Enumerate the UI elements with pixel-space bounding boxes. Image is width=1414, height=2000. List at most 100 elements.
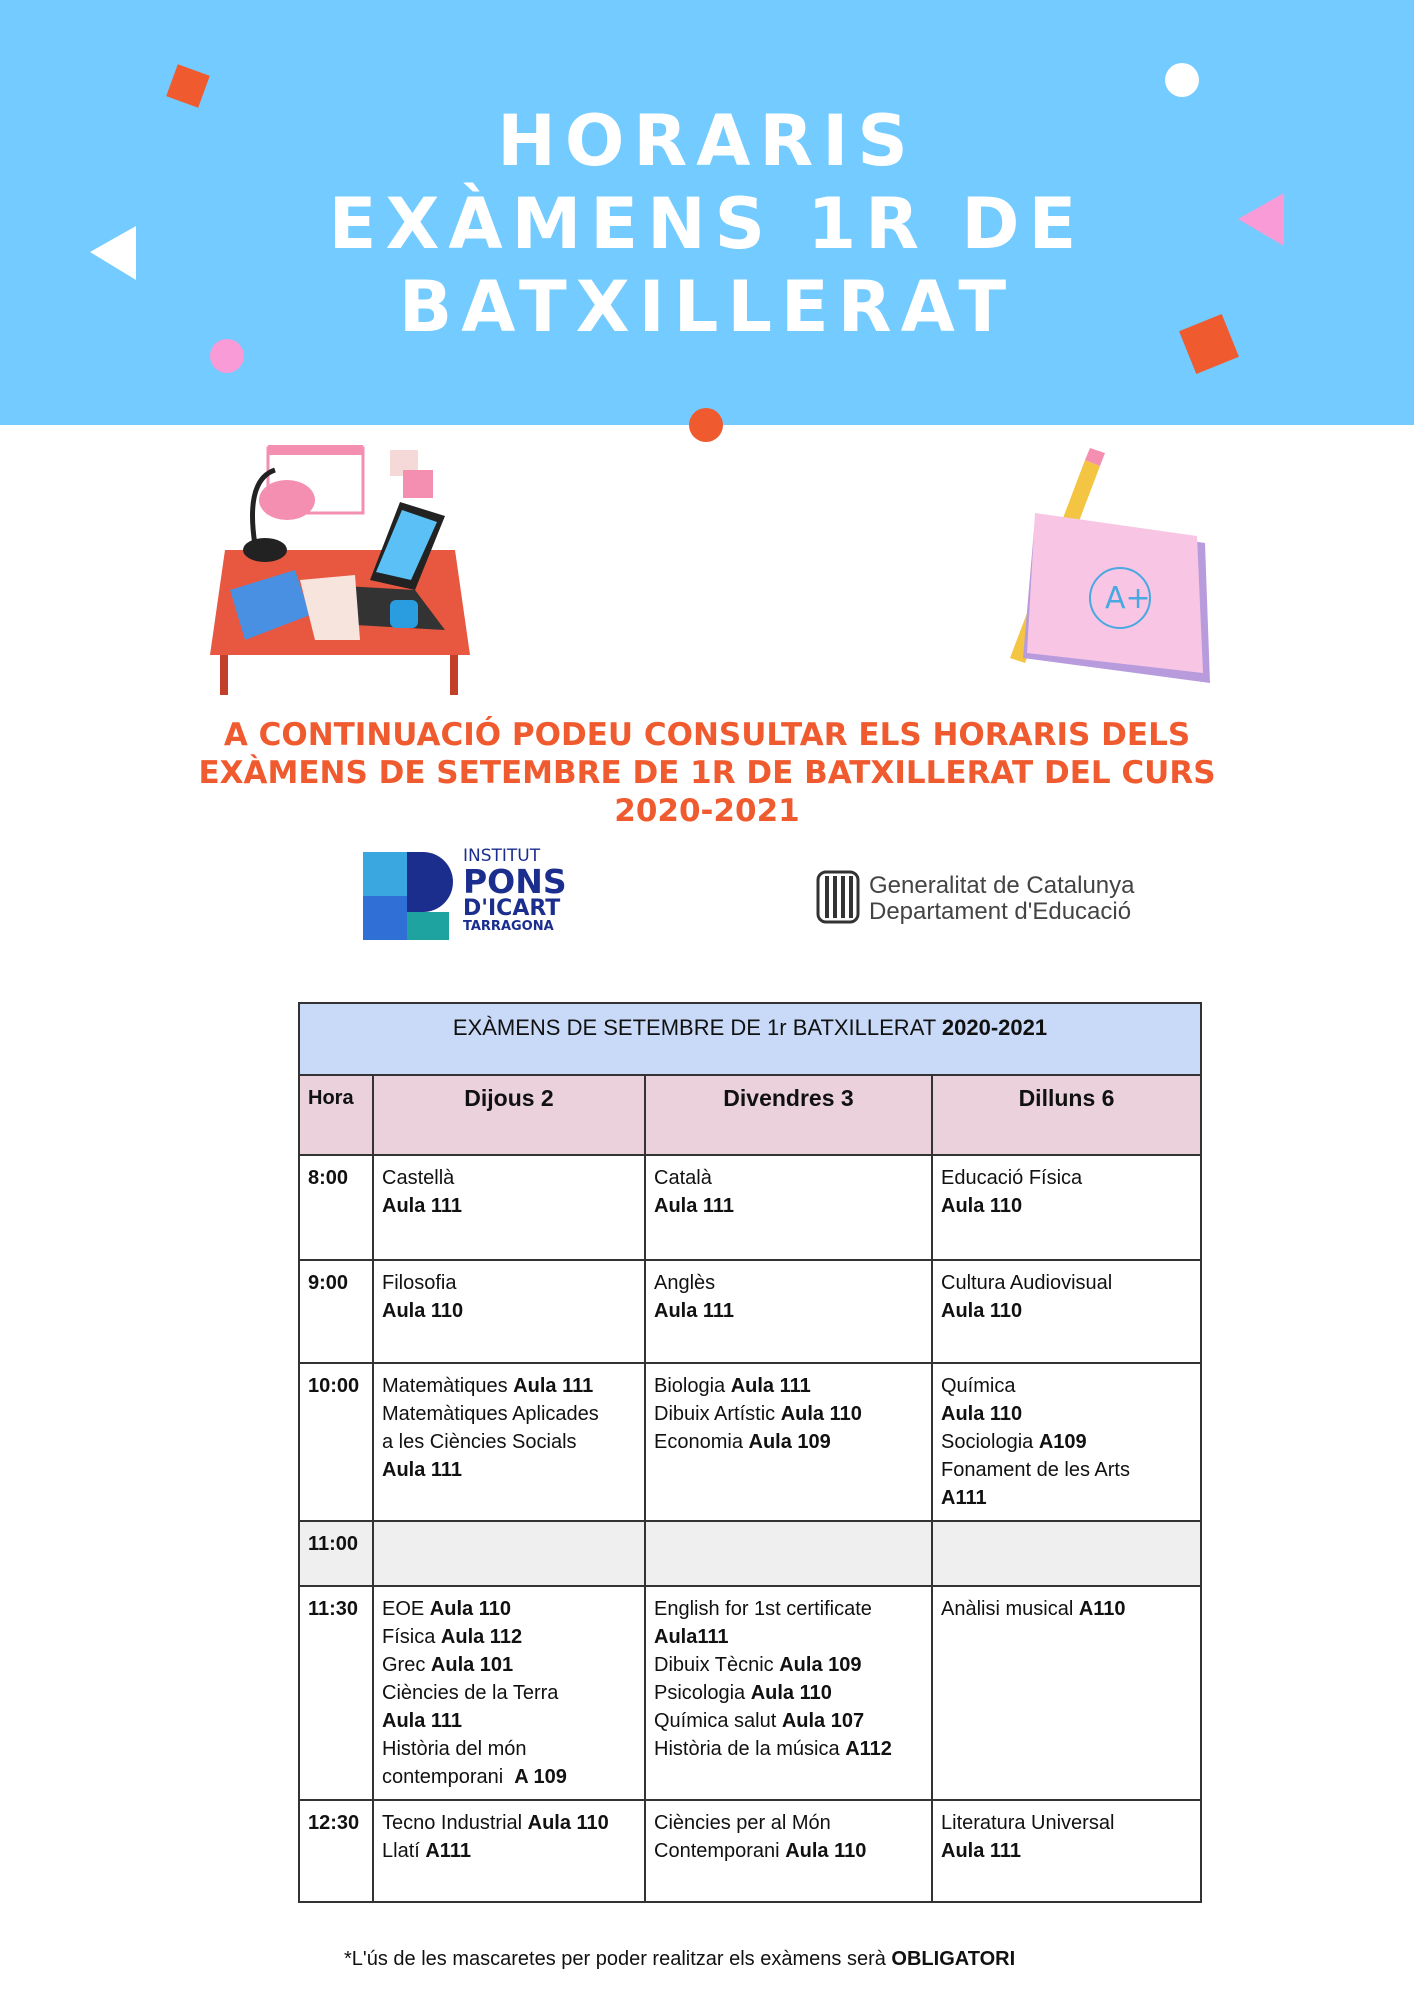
pink-circle-shape <box>210 339 244 373</box>
logo-text: D'ICART <box>463 896 561 921</box>
time-cell: 11:00 <box>298 1520 374 1587</box>
intro-line: A CONTINUACIÓ PODEU CONSULTAR ELS HORARI… <box>223 717 1191 753</box>
exam-line: Psicologia Aula 110 <box>654 1679 923 1707</box>
exam-line: English for 1st certificate <box>654 1595 923 1623</box>
subject-label: Història del món <box>382 1738 527 1760</box>
time-cell: 11:30 <box>298 1585 374 1801</box>
exam-line: Matemàtiques Aula 111 <box>382 1372 636 1400</box>
logo-text: Generalitat de Catalunya <box>869 872 1135 899</box>
room-label: Aula 111 <box>654 1195 735 1217</box>
room-label: Aula 110 <box>429 1598 511 1620</box>
table-row: 10:00 Matemàtiques Aula 111 Matemàtiques A… <box>298 1362 1202 1522</box>
room-label: Aula 111 <box>730 1375 811 1397</box>
subject-label: Dibuix Artístic <box>654 1403 781 1425</box>
table-row: 12:30 Tecno Industrial Aula 110 Llatí A111… <box>298 1799 1202 1903</box>
intro-text: A CONTINUACIÓ PODEU CONSULTAR ELS HORARI… <box>150 716 1264 830</box>
exam-line: Biologia Aula 111 <box>654 1372 923 1400</box>
subject-label: Història de la música <box>654 1738 846 1760</box>
subject-label: contemporani <box>382 1766 515 1788</box>
table-row: 11:00 <box>298 1520 1202 1587</box>
table-caption-row: EXÀMENS DE SETEMBRE DE 1r BATXILLERAT 20… <box>298 1002 1202 1076</box>
exam-line: Educació Física <box>941 1164 1192 1192</box>
exam-cell: Educació Física Aula 110 <box>931 1154 1202 1261</box>
exam-line: Química salut Aula 107 <box>654 1707 923 1735</box>
day-header: Divendres 3 <box>644 1074 933 1156</box>
subject-label: Grec <box>382 1654 431 1676</box>
room-label: Aula 110 <box>941 1195 1023 1217</box>
table-row: 8:00 Castellà Aula 111 Català Aula 111 Educac… <box>298 1154 1202 1261</box>
exam-line: Filosofia <box>382 1269 636 1297</box>
subject-label: Matemàtiques <box>382 1375 514 1397</box>
room-label: Aula 110 <box>941 1403 1023 1425</box>
exam-cell: EOE Aula 110 Física Aula 112 Grec Aula 101… <box>372 1585 646 1801</box>
exam-cell: English for 1st certificate Aula111 Dibuix… <box>644 1585 933 1801</box>
orange-square-shape <box>1179 314 1239 374</box>
exam-line: Català <box>654 1164 923 1192</box>
logo-text: INSTITUT <box>463 846 541 866</box>
grade-mark: A+ <box>1105 581 1151 616</box>
exam-cell <box>931 1520 1202 1587</box>
exam-line: Aula 111 <box>382 1192 636 1220</box>
room-label: Aula 112 <box>440 1626 523 1648</box>
footer-bold: OBLIGATORI <box>891 1948 1016 1970</box>
logo-text: TARRAGONA <box>463 919 554 934</box>
room-label: A109 <box>1038 1431 1087 1453</box>
subject-label: a les Ciències Socials <box>382 1431 577 1453</box>
room-label: Aula 111 <box>382 1710 463 1732</box>
time-cell: 9:00 <box>298 1259 374 1364</box>
exam-cell: Tecno Industrial Aula 110 Llatí A111 <box>372 1799 646 1903</box>
room-label: Aula 111 <box>513 1375 594 1397</box>
room-label: A111 <box>425 1840 471 1862</box>
exam-line: contemporani A 109 <box>382 1763 636 1791</box>
exam-line: Història de la música A112 <box>654 1735 923 1763</box>
subject-label: Cultura Audiovisual <box>941 1272 1113 1294</box>
room-label: Aula 111 <box>654 1300 735 1322</box>
room-label: A111 <box>941 1487 987 1509</box>
exam-line: Aula 110 <box>941 1400 1192 1428</box>
subject-label: Química salut <box>654 1710 782 1732</box>
subject-label: Matemàtiques Aplicades <box>382 1403 599 1425</box>
subject-label: Sociologia <box>941 1431 1039 1453</box>
exam-line: Aula111 <box>654 1623 923 1651</box>
exam-line: Dibuix Artístic Aula 110 <box>654 1400 923 1428</box>
exam-cell: Literatura Universal Aula 111 <box>931 1799 1202 1903</box>
time-cell: 8:00 <box>298 1154 374 1261</box>
title-line: HORARIS <box>497 100 917 182</box>
exam-line: Literatura Universal <box>941 1809 1192 1837</box>
subject-label: Economia <box>654 1431 749 1453</box>
exam-line: Aula 110 <box>941 1297 1192 1325</box>
logo-text: PONS <box>463 862 567 901</box>
exam-cell: Català Aula 111 <box>644 1154 933 1261</box>
exam-cell: Castellà Aula 111 <box>372 1154 646 1261</box>
intro-line: EXÀMENS DE SETEMBRE DE 1R DE BATXILLERAT… <box>198 755 1216 791</box>
page-title: HORARIS EXÀMENS 1R DE BATXILLERAT <box>0 100 1414 349</box>
exam-cell: Matemàtiques Aula 111 Matemàtiques Aplica… <box>372 1362 646 1522</box>
subject-label: Català <box>654 1167 712 1189</box>
logo-text: Departament d'Educació <box>869 898 1132 925</box>
exam-line: Aula 111 <box>941 1837 1192 1865</box>
room-label: Aula 101 <box>430 1654 514 1676</box>
room-label: Aula 110 <box>382 1300 464 1322</box>
exam-line: Anàlisi musical A110 <box>941 1595 1192 1623</box>
exam-line: Contemporani Aula 110 <box>654 1837 923 1865</box>
subject-label: Castellà <box>382 1167 455 1189</box>
decorative-shapes <box>90 63 1284 442</box>
room-label: Aula 109 <box>748 1431 831 1453</box>
subject-label: Biologia <box>654 1375 731 1397</box>
room-label: A 109 <box>514 1766 567 1788</box>
orange-circle-shape <box>689 408 723 442</box>
exam-line: Aula 110 <box>382 1297 636 1325</box>
caption-year: 2020-2021 <box>941 1015 1048 1040</box>
subject-label: Educació Física <box>941 1167 1083 1189</box>
room-label: Aula 111 <box>382 1195 463 1217</box>
exam-cell: Filosofia Aula 110 <box>372 1259 646 1364</box>
room-label: A110 <box>1078 1598 1126 1620</box>
room-label: Aula 110 <box>780 1403 862 1425</box>
table-row: 11:30 EOE Aula 110 Física Aula 112 Grec Aul… <box>298 1585 1202 1801</box>
exam-line: Aula 111 <box>382 1707 636 1735</box>
exam-cell: Cultura Audiovisual Aula 110 <box>931 1259 1202 1364</box>
exam-cell: Anàlisi musical A110 <box>931 1585 1202 1801</box>
room-label: Aula111 <box>654 1626 729 1648</box>
exam-line: Història del món <box>382 1735 636 1763</box>
caption-text: EXÀMENS DE SETEMBRE DE 1r BATXILLERAT <box>452 1015 942 1040</box>
